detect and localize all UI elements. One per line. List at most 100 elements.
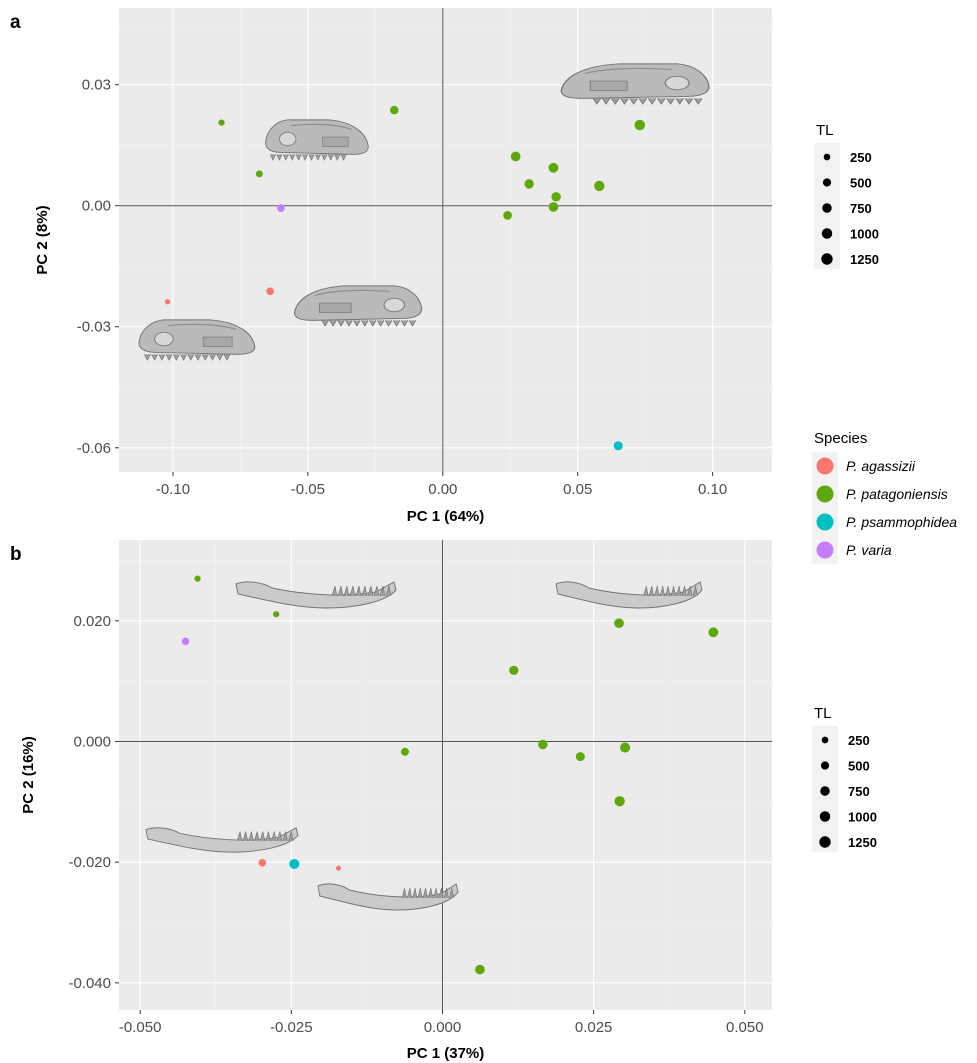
skull-tooth xyxy=(337,320,345,327)
skull-ridge xyxy=(314,289,390,296)
data-point xyxy=(634,119,646,131)
size-legend-label: 750 xyxy=(848,784,870,799)
data-point xyxy=(266,287,274,296)
skull-orbit xyxy=(154,331,174,347)
skull-tooth xyxy=(684,98,694,105)
data-point xyxy=(538,739,548,750)
mandible-tooth xyxy=(242,831,248,842)
mandible-tooth xyxy=(343,585,350,597)
size-legend-key xyxy=(820,786,830,796)
mandible-tooth xyxy=(670,585,676,597)
x-axis-title: PC 1 (64%) xyxy=(407,508,485,525)
mandible-tooth xyxy=(248,831,254,842)
skull-tooth xyxy=(223,354,231,361)
size-legend-key xyxy=(822,178,832,187)
mandible-tooth xyxy=(692,585,698,597)
skull-tooth xyxy=(601,98,611,105)
size-legend-label: 1250 xyxy=(850,252,879,267)
data-point xyxy=(594,180,605,192)
data-point xyxy=(258,858,267,867)
mandible-tooth xyxy=(282,831,288,842)
skull-tooth xyxy=(314,154,321,161)
cranium-image xyxy=(265,119,369,161)
mandible-tooth xyxy=(422,887,428,899)
skull-tooth xyxy=(376,320,385,327)
skull-orbit xyxy=(664,75,690,91)
mandible-tooth xyxy=(288,831,294,842)
data-point xyxy=(289,858,300,870)
mandible-tooth xyxy=(379,585,386,597)
y-axis-title: PC 2 (8%) xyxy=(34,205,51,274)
data-point xyxy=(255,170,263,178)
skull-tooth xyxy=(592,98,602,105)
mandible-tooth xyxy=(259,831,266,842)
skull-tooth xyxy=(144,354,151,361)
data-point xyxy=(475,964,485,975)
y-tick-label: -0.03 xyxy=(77,319,111,336)
size-legend: TL 250 500 750 1000 1250 xyxy=(812,705,877,852)
cranium-image xyxy=(138,319,256,361)
mandible-tooth xyxy=(331,585,338,597)
x-tick-label: 0.000 xyxy=(424,1019,462,1036)
data-point xyxy=(164,299,171,305)
skull-tooth xyxy=(638,98,648,105)
data-point xyxy=(575,752,585,762)
skull-tooth xyxy=(400,320,409,327)
cranium-image xyxy=(560,63,710,105)
mandible-tooth xyxy=(654,585,660,597)
size-legend-key xyxy=(821,228,833,239)
data-point xyxy=(277,204,285,212)
skull-ridge xyxy=(291,123,353,130)
mandible-tooth xyxy=(337,585,344,597)
data-point xyxy=(218,119,225,126)
species-legend-key xyxy=(816,541,834,559)
size-legend: TL 250 500 750 1000 1250 xyxy=(814,122,879,269)
skull-tooth xyxy=(187,354,195,361)
size-legend-title: TL xyxy=(814,705,832,722)
data-point xyxy=(509,665,519,675)
skull-tooth xyxy=(194,354,202,361)
skull-tooth xyxy=(201,354,209,361)
mandible-tooth xyxy=(448,887,454,899)
data-point xyxy=(273,611,280,618)
mandible-image xyxy=(235,581,397,609)
skull-ridge xyxy=(168,323,237,330)
mandible-tooth xyxy=(427,887,433,899)
plot-panel xyxy=(119,540,772,1010)
data-point xyxy=(708,627,719,638)
mandible-tooth xyxy=(401,887,407,899)
size-legend-key xyxy=(819,811,831,822)
skull-tooth xyxy=(276,154,283,161)
mandible-tooth xyxy=(367,585,374,597)
y-axis-title: PC 2 (16%) xyxy=(20,736,37,814)
data-point xyxy=(335,865,341,871)
skull-tooth xyxy=(647,98,657,105)
skull-tooth xyxy=(321,320,329,327)
size-legend-key xyxy=(822,203,832,213)
y-tick-label: 0.03 xyxy=(82,77,111,94)
y-tick-label: -0.06 xyxy=(77,440,111,457)
mandible-tooth xyxy=(412,887,418,899)
x-tick-label: 0.025 xyxy=(575,1019,613,1036)
mandible-image xyxy=(555,581,703,609)
skull-tooth xyxy=(345,320,353,327)
x-tick-label: 0.050 xyxy=(726,1019,764,1036)
size-legend-label: 1250 xyxy=(848,835,877,850)
skull-tooth xyxy=(361,320,369,327)
mandible-tooth xyxy=(355,585,362,597)
x-tick-label: -0.05 xyxy=(291,481,325,498)
data-point xyxy=(613,441,623,451)
skull-tooth xyxy=(180,354,187,361)
skull-tooth xyxy=(165,354,173,361)
skull-tooth xyxy=(392,320,401,327)
mandible-tooth xyxy=(373,585,380,597)
skull-tooth xyxy=(308,154,315,161)
mandible-tooth xyxy=(276,831,283,842)
skull-tooth xyxy=(289,154,296,161)
skull-detail xyxy=(322,136,349,148)
skull-tooth xyxy=(334,154,341,161)
data-point xyxy=(548,202,559,212)
skull-tooth xyxy=(408,320,417,327)
size-legend-key xyxy=(823,153,831,161)
